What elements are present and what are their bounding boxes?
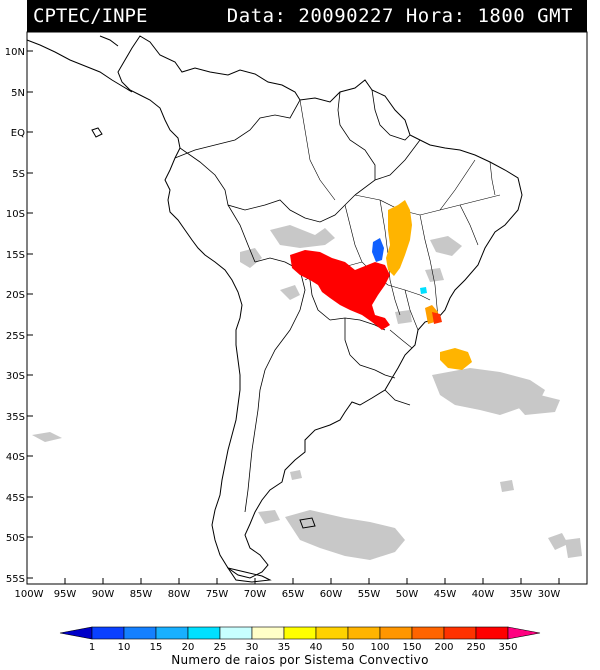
lon-label: 100W xyxy=(15,589,44,600)
lat-label: 15S xyxy=(6,250,25,261)
lon-label: 95W xyxy=(54,589,77,600)
legend-value-label: 25 xyxy=(214,642,227,653)
legend-swatch xyxy=(507,626,541,640)
lon-label: 30W xyxy=(538,589,561,600)
legend-swatch xyxy=(187,626,221,640)
lon-label: 75W xyxy=(206,589,229,600)
latitude-axis xyxy=(27,50,33,579)
legend-value-label: 100 xyxy=(370,642,389,653)
legend-swatch xyxy=(379,626,413,640)
lat-label: 35S xyxy=(6,412,25,423)
legend-value-label: 40 xyxy=(310,642,323,653)
legend-swatch xyxy=(347,626,381,640)
system-orange-north xyxy=(386,200,412,276)
latitude-labels: 10N 5N EQ 5S 10S 15S 20S 25S 30S 35S 40S… xyxy=(5,47,25,585)
legend-value-label: 50 xyxy=(342,642,355,653)
lat-label: 5S xyxy=(12,169,25,180)
datetime-label: Data: 20090227 Hora: 1800 GMT xyxy=(226,5,573,27)
legend-value-label: 1 xyxy=(89,642,95,653)
longitude-axis xyxy=(26,578,560,584)
lon-label: 70W xyxy=(244,589,267,600)
map-area: 10N 5N EQ 5S 10S 15S 20S 25S 30S 35S 40S… xyxy=(5,31,588,600)
legend-swatch xyxy=(91,626,125,640)
legend-swatch xyxy=(411,626,445,640)
lon-label: 65W xyxy=(282,589,305,600)
state-borders xyxy=(299,99,501,349)
legend-swatch xyxy=(315,626,349,640)
system-red-large xyxy=(290,250,390,330)
color-legend xyxy=(59,626,541,640)
lat-label: 10S xyxy=(6,209,25,220)
lat-label: 30S xyxy=(6,371,25,382)
legend-value-label: 150 xyxy=(402,642,421,653)
legend-value-label: 30 xyxy=(246,642,259,653)
system-cyan-small xyxy=(420,287,427,294)
legend-value-label: 35 xyxy=(278,642,291,653)
legend-value-label: 250 xyxy=(466,642,485,653)
legend-swatch xyxy=(475,626,509,640)
convective-clouds-grey xyxy=(32,225,582,560)
legend-swatch xyxy=(283,626,317,640)
lon-label: 45W xyxy=(434,589,457,600)
convective-systems xyxy=(290,200,472,370)
lat-label: 40S xyxy=(6,452,25,463)
lon-label: 55W xyxy=(358,589,381,600)
legend-caption: Numero de raios por Sistema Convectivo xyxy=(171,653,429,667)
lat-label: 5N xyxy=(11,88,25,99)
lon-label: 90W xyxy=(92,589,115,600)
lon-label: 85W xyxy=(130,589,153,600)
lon-label: 40W xyxy=(472,589,495,600)
longitude-labels: 100W 95W 90W 85W 80W 75W 70W 65W 60W 55W… xyxy=(15,589,561,600)
lat-label: 55S xyxy=(6,574,25,585)
legend-swatch xyxy=(219,626,253,640)
system-red-small xyxy=(432,312,442,324)
lat-label: 25S xyxy=(6,331,25,342)
legend-value-label: 10 xyxy=(118,642,131,653)
legend-value-label: 20 xyxy=(182,642,195,653)
lat-label: 45S xyxy=(6,493,25,504)
system-orange-ocean xyxy=(440,348,472,370)
legend-swatch xyxy=(123,626,157,640)
legend-swatch xyxy=(59,626,93,640)
coastlines xyxy=(26,35,523,583)
legend-labels: 1 10 15 20 25 30 35 40 50 100 150 200 250 350 xyxy=(89,642,518,653)
lat-label: 10N xyxy=(5,47,25,58)
lat-label: 20S xyxy=(6,290,25,301)
legend-swatch xyxy=(251,626,285,640)
legend-swatch xyxy=(155,626,189,640)
system-blue xyxy=(372,238,384,262)
legend-swatch xyxy=(443,626,477,640)
lon-label: 35W xyxy=(510,589,533,600)
lat-label: 50S xyxy=(6,533,25,544)
legend-value-label: 200 xyxy=(434,642,453,653)
title-bar: CPTEC/INPE Data: 20090227 Hora: 1800 GMT xyxy=(27,0,587,32)
lon-label: 60W xyxy=(320,589,343,600)
lon-label: 50W xyxy=(396,589,419,600)
lon-label: 80W xyxy=(168,589,191,600)
lat-label: EQ xyxy=(11,128,25,139)
agency-label: CPTEC/INPE xyxy=(33,5,148,27)
legend-value-label: 350 xyxy=(498,642,517,653)
legend-value-label: 15 xyxy=(150,642,163,653)
